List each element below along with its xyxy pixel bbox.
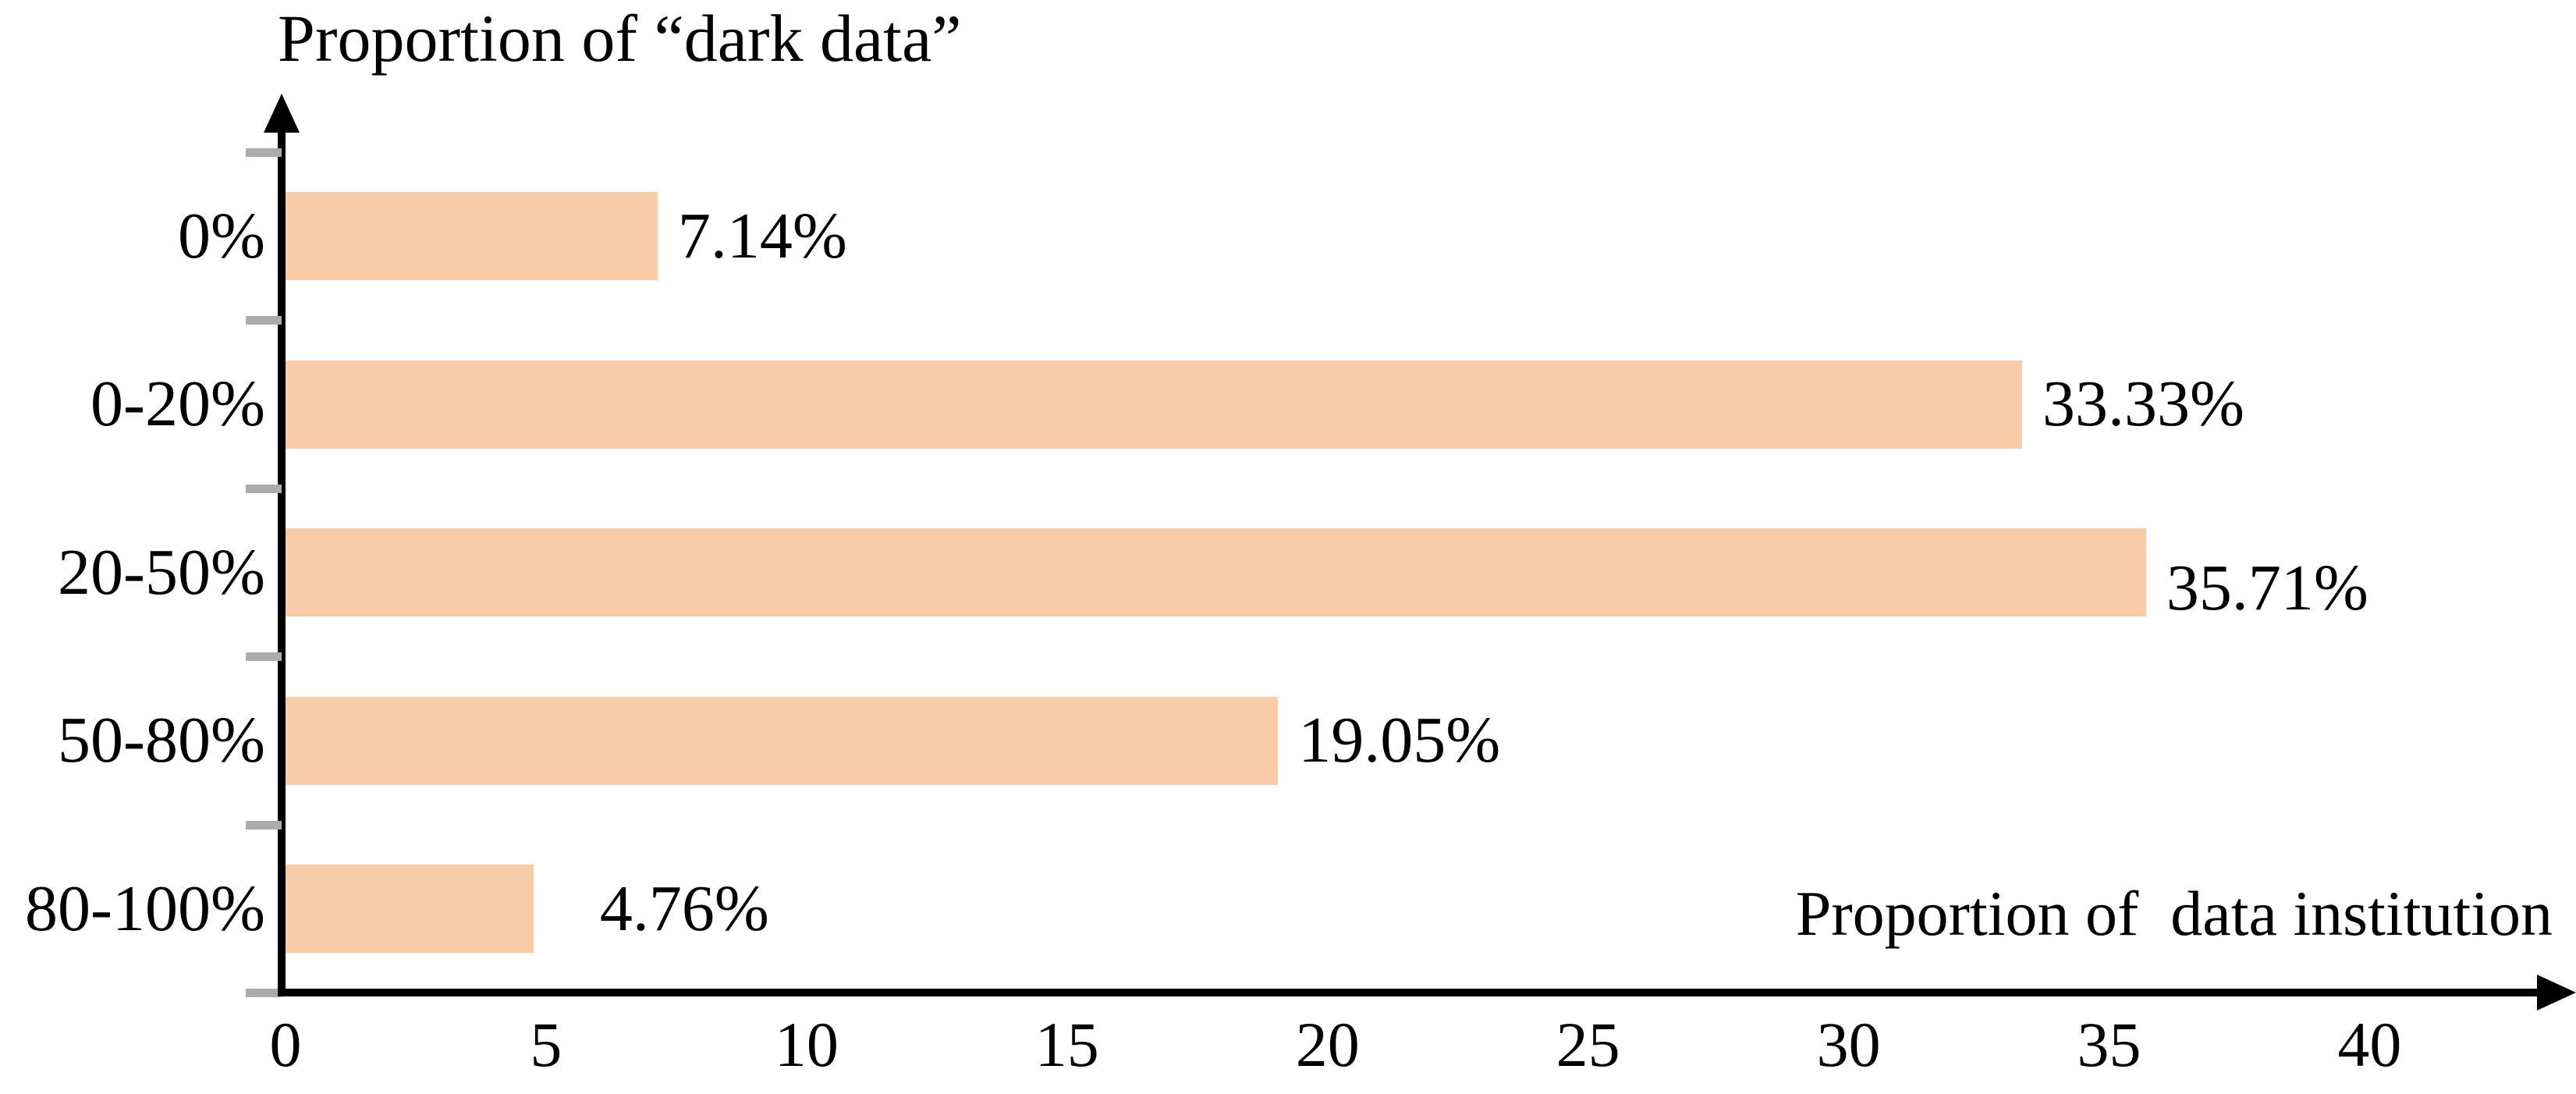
x-tick-label: 35 [2077, 1009, 2141, 1080]
x-tick-label: 25 [1556, 1009, 1620, 1080]
x-tick-label: 10 [774, 1009, 839, 1080]
category-label: 50-80% [58, 704, 265, 777]
value-label: 19.05% [1298, 704, 1501, 777]
value-label: 4.76% [599, 872, 769, 945]
y-tick-mark [246, 989, 282, 997]
x-axis-line [278, 989, 2539, 996]
category-label: 20-50% [58, 535, 265, 609]
x-tick-label: 20 [1295, 1009, 1360, 1080]
bar [286, 865, 534, 954]
bar [286, 360, 2022, 449]
x-tick-label: 0 [269, 1009, 302, 1080]
x-axis-arrow-icon [2537, 975, 2576, 1011]
value-label: 35.71% [2166, 551, 2368, 624]
y-tick-mark [246, 147, 282, 157]
chart-title: Proportion of “dark data” [278, 1, 962, 76]
x-tick-label: 15 [1034, 1009, 1099, 1080]
y-tick-mark [246, 820, 282, 829]
y-tick-mark [246, 484, 282, 493]
x-axis-tick-labels: 0 5 10 15 20 25 30 35 40 [270, 1009, 2474, 1094]
y-tick-mark [246, 652, 282, 661]
bar [286, 528, 2146, 617]
bar-row: 0% 7.14% [0, 152, 2576, 321]
bar-row: 50-80% 19.05% [0, 657, 2576, 826]
x-tick-label: 5 [530, 1009, 562, 1080]
bar-row: 80-100% 4.76% [0, 825, 2576, 993]
x-tick-label: 30 [1816, 1009, 1881, 1080]
bar-row: 0-20% 33.33% [0, 321, 2576, 489]
y-axis-line [278, 117, 286, 996]
y-tick-mark [246, 316, 282, 325]
value-label: 7.14% [677, 199, 847, 272]
bar-row: 20-50% 35.71% [0, 488, 2576, 657]
category-label: 0-20% [90, 368, 265, 441]
category-label: 80-100% [25, 872, 265, 945]
value-label: 33.33% [2042, 368, 2244, 441]
category-label: 0% [178, 199, 265, 272]
x-tick-label: 40 [2337, 1009, 2402, 1080]
bar [286, 696, 1279, 785]
x-axis-label: Proportion of data institution [1795, 878, 2553, 949]
bar [286, 192, 658, 281]
